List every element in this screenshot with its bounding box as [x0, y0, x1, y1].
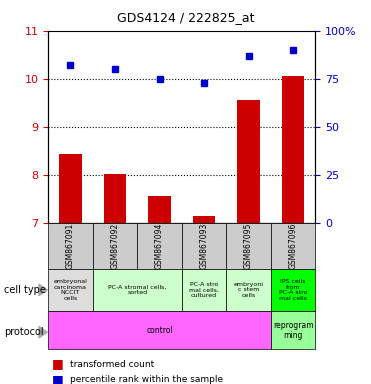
FancyBboxPatch shape — [93, 269, 182, 311]
Text: transformed count: transformed count — [70, 359, 155, 369]
Text: embryoni
c stem
cells: embryoni c stem cells — [234, 281, 263, 298]
FancyBboxPatch shape — [226, 223, 271, 269]
FancyBboxPatch shape — [271, 269, 315, 311]
FancyBboxPatch shape — [182, 223, 226, 269]
Text: ■: ■ — [52, 358, 64, 371]
FancyBboxPatch shape — [137, 223, 182, 269]
FancyBboxPatch shape — [271, 311, 315, 349]
Bar — [104, 174, 126, 223]
Text: IPS cells
from
PC-A stro
mal cells: IPS cells from PC-A stro mal cells — [279, 279, 307, 301]
Bar — [148, 196, 171, 223]
Text: cell type: cell type — [4, 285, 46, 295]
Text: GSM867092: GSM867092 — [111, 223, 119, 269]
Text: reprogram
ming: reprogram ming — [273, 321, 313, 340]
FancyBboxPatch shape — [48, 269, 93, 311]
Text: GSM867093: GSM867093 — [200, 223, 209, 269]
FancyBboxPatch shape — [271, 223, 315, 269]
Text: PC-A stromal cells,
sorted: PC-A stromal cells, sorted — [108, 285, 167, 295]
Polygon shape — [39, 326, 47, 338]
Text: GSM867094: GSM867094 — [155, 223, 164, 269]
Text: protocol: protocol — [4, 327, 43, 337]
FancyBboxPatch shape — [48, 311, 271, 349]
Text: GDS4124 / 222825_at: GDS4124 / 222825_at — [117, 12, 254, 25]
Text: ■: ■ — [52, 373, 64, 384]
Bar — [59, 154, 82, 223]
Polygon shape — [39, 284, 47, 296]
Text: GSM867096: GSM867096 — [289, 223, 298, 269]
Text: GSM867091: GSM867091 — [66, 223, 75, 269]
Bar — [237, 100, 260, 223]
Text: PC-A stro
mal cells,
cultured: PC-A stro mal cells, cultured — [189, 281, 219, 298]
Text: GSM867095: GSM867095 — [244, 223, 253, 269]
Text: percentile rank within the sample: percentile rank within the sample — [70, 375, 224, 384]
Bar — [193, 215, 215, 223]
Text: embryonal
carcinoma
NCCIT
cells: embryonal carcinoma NCCIT cells — [53, 279, 88, 301]
FancyBboxPatch shape — [48, 223, 93, 269]
Bar — [282, 76, 304, 223]
FancyBboxPatch shape — [93, 223, 137, 269]
FancyBboxPatch shape — [226, 269, 271, 311]
Text: control: control — [146, 326, 173, 335]
FancyBboxPatch shape — [182, 269, 226, 311]
